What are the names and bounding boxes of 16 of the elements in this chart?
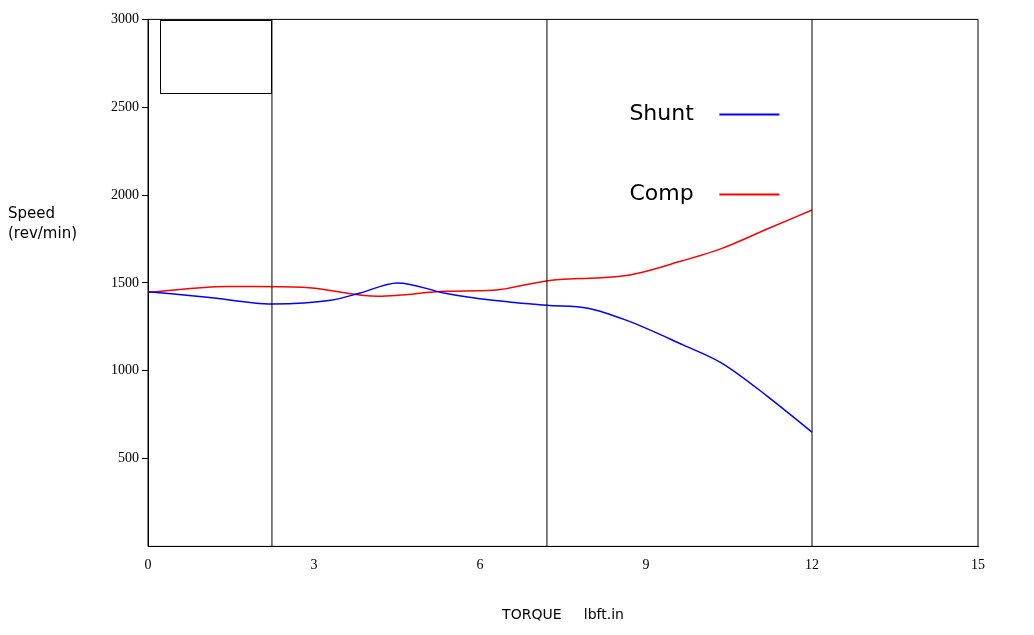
legend-label: Comp <box>629 180 694 206</box>
y-tick-label: 500 <box>118 450 139 466</box>
y-tick-label: 1000 <box>111 362 139 378</box>
y-tick-label: 2000 <box>111 186 139 202</box>
x-tick-label: 15 <box>971 557 985 573</box>
y-axis-title: Speed (rev/min) <box>8 203 78 243</box>
x-tick-label: 0 <box>144 557 152 573</box>
x-axis-title: TORQUE lbft.in <box>501 606 624 623</box>
x-tick-label: 12 <box>805 557 819 573</box>
y-tick-label: 3000 <box>111 11 139 27</box>
y-tick-label: 1500 <box>111 274 139 290</box>
legend-label: Shunt <box>629 100 695 126</box>
y-tick-label: 2500 <box>111 98 139 114</box>
x-tick-label: 6 <box>476 557 484 573</box>
x-tick-label: 3 <box>310 557 318 573</box>
x-tick-label: 9 <box>642 557 650 573</box>
